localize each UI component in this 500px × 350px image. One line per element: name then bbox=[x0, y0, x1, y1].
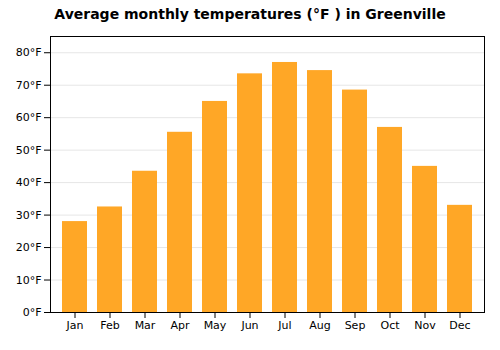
svg-text:Jan: Jan bbox=[66, 319, 84, 332]
svg-text:Jul: Jul bbox=[277, 319, 291, 332]
svg-text:70°F: 70°F bbox=[16, 79, 42, 92]
svg-text:60°F: 60°F bbox=[16, 111, 42, 124]
svg-text:Mar: Mar bbox=[135, 319, 156, 332]
svg-text:30°F: 30°F bbox=[16, 209, 42, 222]
svg-text:Dec: Dec bbox=[449, 319, 470, 332]
svg-text:Aug: Aug bbox=[309, 319, 330, 332]
svg-text:Nov: Nov bbox=[414, 319, 436, 332]
svg-text:Feb: Feb bbox=[100, 319, 119, 332]
svg-text:May: May bbox=[204, 319, 227, 332]
svg-text:40°F: 40°F bbox=[16, 176, 42, 189]
svg-text:0°F: 0°F bbox=[23, 306, 42, 319]
svg-text:50°F: 50°F bbox=[16, 144, 42, 157]
svg-text:10°F: 10°F bbox=[16, 274, 42, 287]
svg-text:Sep: Sep bbox=[345, 319, 366, 332]
svg-text:Apr: Apr bbox=[170, 319, 190, 332]
svg-text:80°F: 80°F bbox=[16, 46, 42, 59]
svg-text:Oct: Oct bbox=[380, 319, 400, 332]
svg-text:Jun: Jun bbox=[240, 319, 258, 332]
svg-text:20°F: 20°F bbox=[16, 241, 42, 254]
html-text:Average monthly temperatures (: Average monthly temperatures (°F ) in Gr… bbox=[54, 6, 446, 22]
